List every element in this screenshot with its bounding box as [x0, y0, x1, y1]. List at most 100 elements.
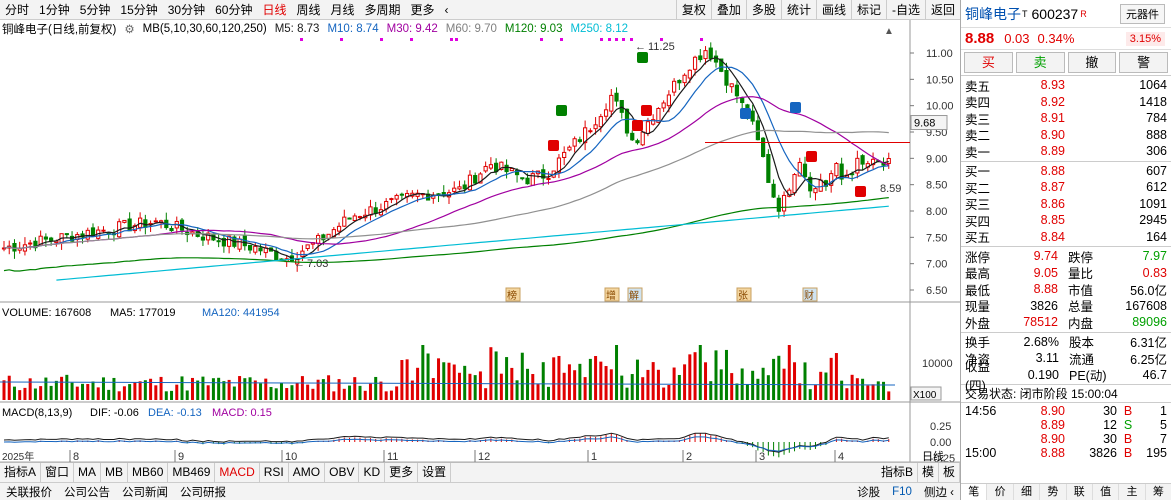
- status-link[interactable]: 公司新闻: [122, 486, 168, 499]
- month-label: 12: [478, 451, 490, 462]
- toolbar-button[interactable]: -自选: [885, 0, 925, 20]
- volume-bar: [222, 381, 226, 400]
- status-link[interactable]: 公司公告: [64, 486, 110, 499]
- period-tab[interactable]: 1分钟: [39, 2, 70, 17]
- book-row[interactable]: 买四 8.85 2945: [961, 212, 1171, 229]
- indicator-tab[interactable]: MACD: [215, 463, 260, 482]
- status-link[interactable]: 公司研报: [180, 486, 226, 499]
- indicator-tab[interactable]: AMO: [289, 463, 326, 482]
- event-tag[interactable]: [505, 287, 521, 302]
- quote-tab[interactable]: 价: [987, 484, 1014, 500]
- sell-button[interactable]: 卖: [1015, 52, 1065, 73]
- indicator-right-tab[interactable]: 板: [939, 463, 960, 482]
- alert-button[interactable]: 警: [1119, 52, 1168, 73]
- book-row[interactable]: 买五 8.84 164: [961, 229, 1171, 246]
- indicator-tab[interactable]: MB469: [168, 463, 216, 482]
- indicator-tab[interactable]: 设置: [418, 463, 452, 482]
- crosshair-price-box: [910, 115, 948, 131]
- quote-tab[interactable]: 势: [1040, 484, 1067, 500]
- price-row: 8.88 0.03 0.34% 3.15%: [961, 28, 1171, 50]
- buy-button[interactable]: 买: [964, 52, 1013, 73]
- volume-bar: [567, 364, 571, 400]
- indicator-tab[interactable]: RSI: [260, 463, 289, 482]
- signal-marker-icon[interactable]: [641, 105, 652, 116]
- toolbar-button[interactable]: 标记: [850, 0, 886, 20]
- indicator-tab[interactable]: 窗口: [41, 463, 75, 482]
- quote-tab[interactable]: 联: [1067, 484, 1093, 500]
- r-flag: R: [1080, 8, 1087, 19]
- event-tag[interactable]: [627, 287, 643, 302]
- book-row[interactable]: 买二 8.87 612: [961, 179, 1171, 196]
- status-right-link[interactable]: 侧边 ‹: [923, 486, 954, 499]
- indicator-tab[interactable]: KD: [359, 463, 386, 482]
- quote-tab[interactable]: 主: [1119, 484, 1146, 500]
- period-tab[interactable]: 5分钟: [79, 2, 111, 17]
- signal-marker-icon[interactable]: [637, 52, 648, 63]
- volume-bar: [876, 381, 880, 400]
- signal-marker-icon[interactable]: [548, 140, 559, 151]
- signal-marker-icon[interactable]: [855, 186, 866, 197]
- indicator-tab[interactable]: 指标A: [0, 463, 42, 482]
- signal-marker-icon[interactable]: [556, 105, 567, 116]
- period-tab[interactable]: 多周期: [364, 2, 401, 17]
- period-tab[interactable]: 日线: [262, 2, 287, 17]
- event-tag[interactable]: [802, 287, 818, 302]
- period-tab[interactable]: 更多: [410, 2, 435, 17]
- book-row[interactable]: 卖三 8.91 784: [961, 110, 1171, 127]
- more-periods-arrow[interactable]: ‹: [444, 2, 449, 17]
- event-tag[interactable]: [604, 287, 620, 302]
- book-row[interactable]: 卖二 8.90 888: [961, 127, 1171, 144]
- indicator-tab[interactable]: MB: [101, 463, 129, 482]
- signal-marker-icon[interactable]: [790, 102, 801, 113]
- quote-tab[interactable]: 笔: [961, 484, 988, 500]
- book-row[interactable]: 卖五 8.93 1064: [961, 77, 1171, 94]
- book-row[interactable]: 卖一 8.89 306: [961, 143, 1171, 160]
- book-row[interactable]: 买三 8.86 1091: [961, 196, 1171, 213]
- book-level-label: 买四: [965, 214, 991, 229]
- gear-icon[interactable]: ⚙: [124, 24, 135, 36]
- indicator-tab[interactable]: MA: [74, 463, 102, 482]
- quote-tab[interactable]: 值: [1093, 484, 1120, 500]
- indicator-tab[interactable]: OBV: [325, 463, 360, 482]
- toolbar-button[interactable]: 统计: [780, 0, 816, 20]
- low-price-label: 7.03: [307, 258, 328, 270]
- indicator-right-tab[interactable]: 模: [918, 463, 939, 482]
- toolbar-button[interactable]: 叠加: [710, 0, 746, 20]
- stat-label: 现量: [965, 300, 991, 315]
- toolbar-button[interactable]: 返回: [924, 0, 960, 20]
- quote-tab[interactable]: 细: [1014, 484, 1041, 500]
- period-tab[interactable]: 分时: [5, 2, 30, 17]
- toolbar-button[interactable]: 画线: [815, 0, 851, 20]
- signal-marker-icon[interactable]: [632, 120, 643, 131]
- signal-marker-icon[interactable]: [740, 108, 751, 119]
- stock-name[interactable]: 铜峰电子: [965, 5, 1021, 22]
- quote-tab[interactable]: 筹: [1146, 484, 1171, 500]
- tick-list[interactable]: 14:56 8.90 30 B 1 8.89 12 S 5 8.90 30 B 7 15:00 8.88 38…: [961, 403, 1171, 461]
- indicator-right-tab[interactable]: 指标B: [877, 463, 918, 482]
- toolbar-button[interactable]: 多股: [745, 0, 781, 20]
- period-tab[interactable]: 15分钟: [120, 2, 158, 17]
- book-row[interactable]: 买一 8.88 607: [961, 163, 1171, 180]
- kline-chart[interactable]: 11.0010.5010.009.509.008.508.007.507.006…: [0, 20, 960, 462]
- sector-badge[interactable]: 元器件: [1120, 3, 1165, 24]
- book-row[interactable]: 卖四 8.92 1418: [961, 94, 1171, 111]
- status-right-link[interactable]: 诊股: [857, 486, 881, 499]
- event-tag[interactable]: [736, 287, 752, 302]
- cancel-order-button[interactable]: 撤: [1067, 52, 1117, 73]
- candle-body: [300, 250, 305, 257]
- signal-dot: [450, 38, 453, 41]
- indicator-tab[interactable]: MB60: [128, 463, 169, 482]
- period-tab[interactable]: 30分钟: [167, 2, 206, 17]
- status-right-link[interactable]: F10: [892, 485, 912, 498]
- toolbar-button[interactable]: 复权: [675, 0, 711, 20]
- status-link[interactable]: 关联报价: [6, 486, 52, 499]
- candle-body: [85, 229, 90, 240]
- collapse-arrow-icon[interactable]: ▲: [884, 26, 894, 37]
- signal-marker-icon[interactable]: [806, 151, 817, 162]
- period-tab[interactable]: 月线: [330, 2, 355, 17]
- macd-value: MACD: 0.15: [212, 407, 272, 419]
- candle-body: [855, 157, 860, 174]
- period-tab[interactable]: 周线: [296, 2, 321, 17]
- period-tab[interactable]: 60分钟: [215, 2, 253, 17]
- indicator-tab[interactable]: 更多: [385, 463, 419, 482]
